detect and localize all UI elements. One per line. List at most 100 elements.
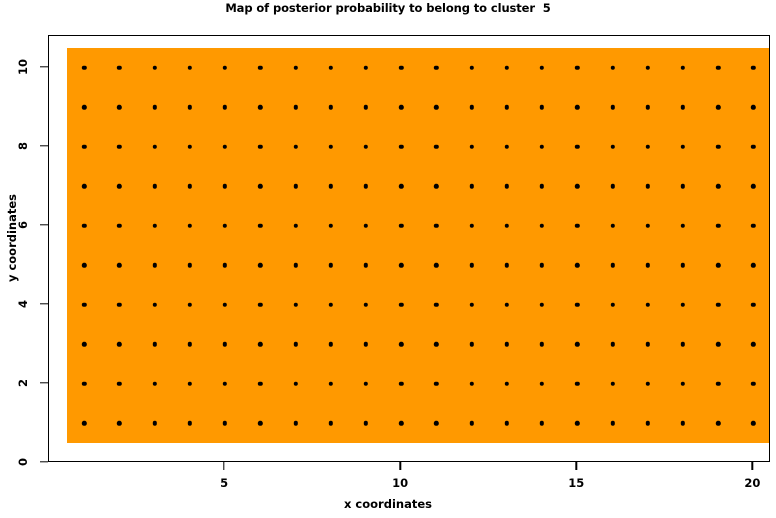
grid-point [82, 302, 87, 308]
y-axis-label: y coordinates [5, 193, 19, 283]
grid-point [293, 184, 298, 189]
grid-point [363, 263, 369, 268]
grid-point [645, 104, 650, 110]
grid-point [187, 144, 193, 149]
grid-point [82, 104, 87, 110]
grid-point [751, 421, 756, 426]
grid-point [575, 104, 580, 110]
grid-point [539, 104, 545, 110]
grid-point [434, 263, 439, 268]
grid-point [363, 144, 369, 149]
grid-point [363, 65, 369, 70]
grid-point [645, 381, 650, 387]
grid-point [82, 421, 87, 426]
grid-point [575, 263, 580, 268]
grid-point [469, 263, 474, 268]
grid-point [751, 302, 756, 308]
x-axis-tick [223, 462, 225, 470]
x-axis-label: x coordinates [344, 497, 432, 511]
y-axis-tick-label: 10 [16, 58, 30, 75]
grid-point [222, 144, 228, 149]
grid-point [258, 65, 263, 70]
grid-point [398, 421, 404, 426]
grid-point [328, 263, 333, 268]
grid-point [469, 184, 474, 189]
grid-point [715, 381, 721, 387]
grid-point [222, 65, 228, 70]
grid-point [645, 342, 650, 347]
grid-point [258, 144, 263, 149]
x-axis-tick-label: 10 [392, 476, 409, 490]
grid-point [258, 302, 263, 308]
grid-point [363, 223, 369, 228]
grid-point [751, 223, 756, 228]
y-axis-tick [40, 303, 48, 305]
grid-point [610, 104, 615, 110]
grid-point [187, 381, 193, 387]
grid-point [222, 104, 228, 110]
grid-point [469, 223, 474, 228]
grid-point [575, 381, 580, 387]
grid-point [504, 144, 510, 149]
grid-point [575, 342, 580, 347]
grid-point [715, 144, 721, 149]
grid-point [363, 184, 369, 189]
y-axis-tick-label: 8 [16, 141, 30, 150]
plot-area [48, 35, 770, 462]
grid-point [187, 104, 193, 110]
grid-point [222, 342, 228, 347]
grid-point [187, 302, 193, 308]
x-axis-tick-label: 15 [568, 476, 585, 490]
grid-point [434, 184, 439, 189]
grid-point [117, 223, 122, 228]
grid-point [328, 104, 333, 110]
grid-point [504, 104, 510, 110]
grid-point [575, 223, 580, 228]
grid-point [715, 65, 721, 70]
grid-point [645, 223, 650, 228]
grid-point [187, 65, 193, 70]
grid-point [222, 223, 228, 228]
grid-point [187, 342, 193, 347]
grid-point [539, 381, 545, 387]
grid-point [187, 421, 193, 426]
grid-point [398, 104, 404, 110]
x-axis-tick [399, 462, 401, 470]
grid-point [751, 263, 756, 268]
grid-point [222, 302, 228, 308]
grid-point [751, 65, 756, 70]
y-axis-tick [40, 224, 48, 226]
grid-point [363, 421, 369, 426]
grid-point [751, 144, 756, 149]
grid-point [680, 263, 686, 268]
posterior-probability-raster [66, 47, 769, 444]
grid-point [610, 421, 615, 426]
grid-point [645, 65, 650, 70]
grid-point [469, 302, 474, 308]
grid-point [539, 223, 545, 228]
grid-point [539, 421, 545, 426]
grid-point [751, 184, 756, 189]
grid-point [645, 421, 650, 426]
grid-point [715, 421, 721, 426]
grid-point [610, 302, 615, 308]
grid-point [82, 263, 87, 268]
grid-point [504, 342, 510, 347]
grid-point [398, 65, 404, 70]
grid-point [434, 421, 439, 426]
grid-point [328, 421, 333, 426]
grid-point [575, 302, 580, 308]
grid-point [328, 381, 333, 387]
grid-point [751, 342, 756, 347]
y-axis-tick [40, 382, 48, 384]
grid-point [293, 302, 298, 308]
grid-point [82, 144, 87, 149]
grid-point [680, 184, 686, 189]
grid-point [152, 223, 157, 228]
grid-point [398, 144, 404, 149]
grid-point [504, 302, 510, 308]
grid-point [293, 342, 298, 347]
grid-point [715, 342, 721, 347]
y-axis-tick [40, 65, 48, 68]
